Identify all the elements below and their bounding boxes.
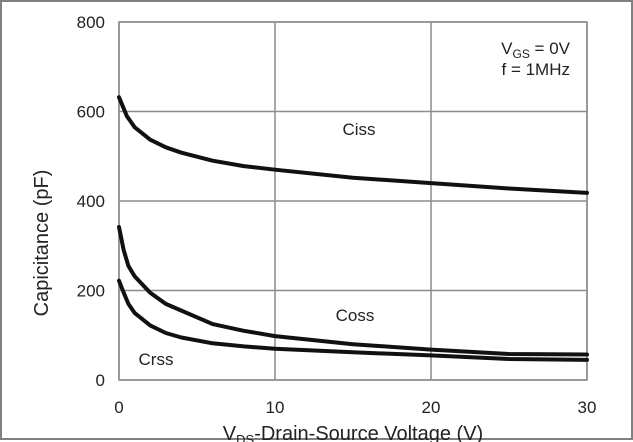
- y-tick-label: 0: [96, 371, 105, 390]
- series-line-ciss: [117, 95, 589, 195]
- y-tick-label: 200: [77, 282, 105, 301]
- series-label-coss: Coss: [336, 306, 375, 325]
- y-tick-label: 800: [77, 13, 105, 32]
- x-tick-label: 20: [422, 398, 441, 417]
- x-tick-label: 10: [266, 398, 285, 417]
- condition-vgs: VGS = 0V: [501, 39, 571, 61]
- condition-vgs-rest: = 0V: [530, 39, 571, 58]
- x-axis-label-main: V: [223, 423, 237, 442]
- condition-vgs-main: V: [501, 39, 513, 58]
- y-axis-label: Capicitance (pF): [31, 170, 53, 317]
- x-tick-label: 0: [114, 398, 123, 417]
- y-tick-label: 600: [77, 103, 105, 122]
- condition-freq: f = 1MHz: [502, 60, 571, 79]
- y-tick-label: 400: [77, 192, 105, 211]
- series-label-ciss: Ciss: [342, 120, 375, 139]
- x-axis-label: VDS-Drain-Source Voltage (V): [223, 423, 483, 442]
- x-axis-label-sub: DS: [236, 432, 254, 442]
- x-tick-label: 30: [578, 398, 597, 417]
- x-tick-labels: 0 10 20 30: [114, 398, 596, 417]
- series-label-crss: Crss: [139, 350, 174, 369]
- series-lines: [117, 95, 589, 362]
- series-line-crss: [117, 278, 589, 362]
- plot-border: [118, 21, 588, 381]
- condition-vgs-sub: GS: [512, 47, 529, 61]
- x-axis-label-rest: -Drain-Source Voltage (V): [254, 423, 483, 442]
- series-line-coss: [117, 225, 589, 357]
- y-tick-labels: 0 200 400 600 800: [77, 13, 105, 390]
